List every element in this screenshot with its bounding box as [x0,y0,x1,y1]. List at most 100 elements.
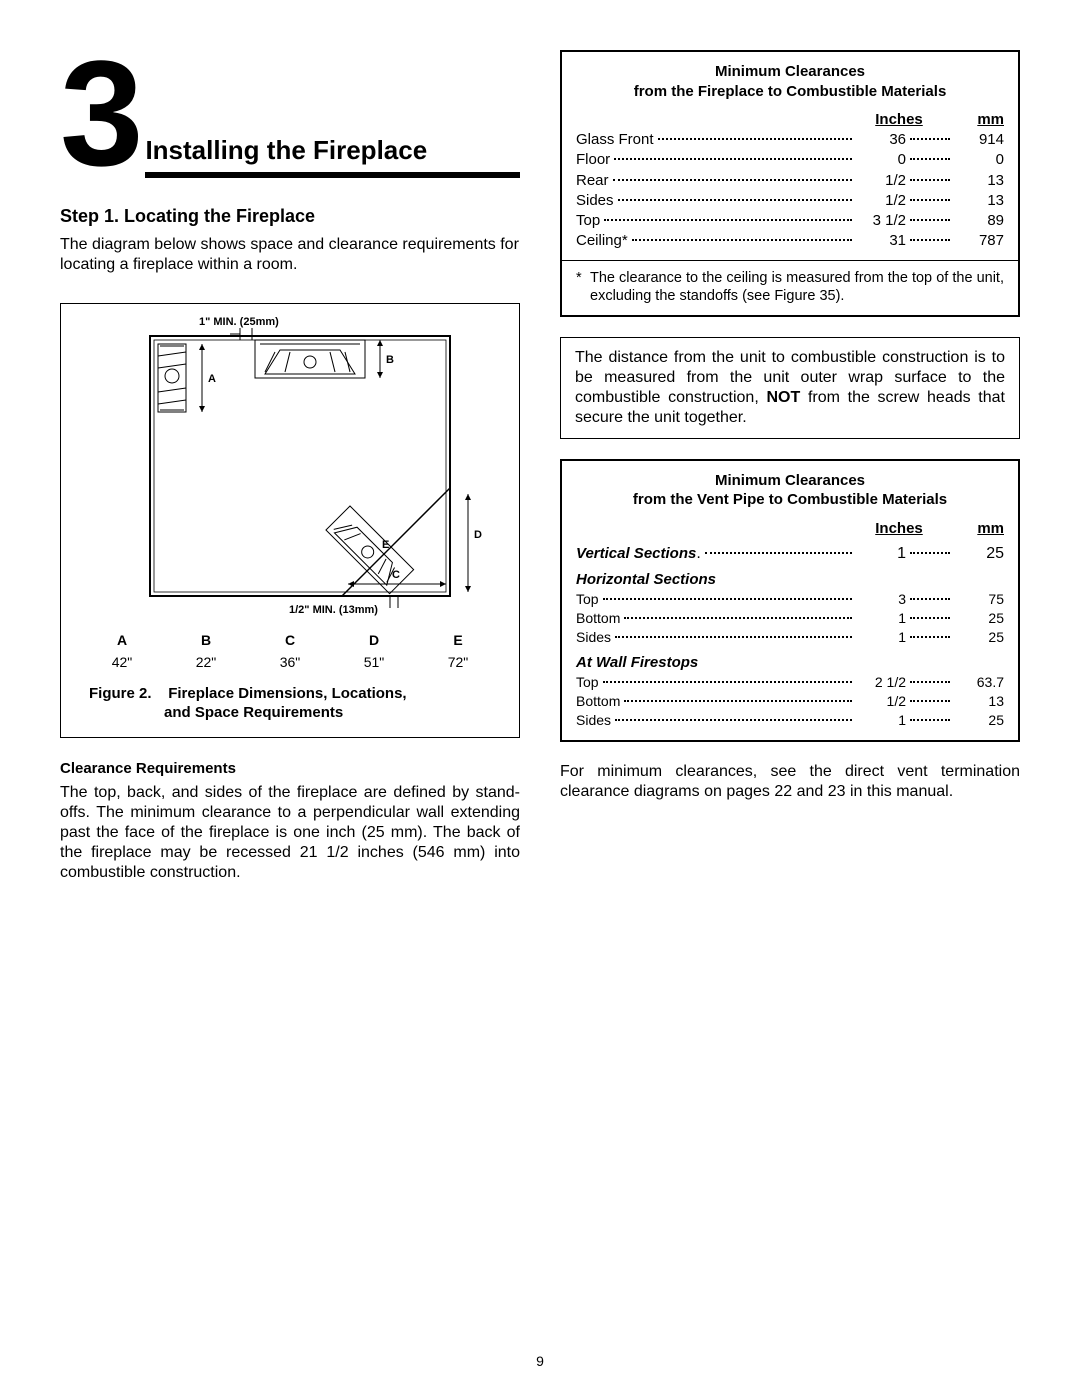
row-label: Sides [576,191,614,211]
diagram-label-top: 1" MIN. (25mm) [199,316,279,328]
row-inches: 3 1/2 [856,211,906,231]
dim-value: 72" [417,652,499,672]
section-header: 3 Installing the Fireplace [60,50,520,178]
row-inches: 0 [856,150,906,170]
table2-title-line2: from the Vent Pipe to Combustible Materi… [633,491,947,508]
clearance-row: Ceiling* 31 787 [576,231,1004,251]
diagram-letter-b: B [386,354,394,366]
row-inches: 36 [856,130,906,150]
right-column: Minimum Clearances from the Fireplace to… [560,50,1020,883]
clearance-row: Top 3 1/2 89 [576,211,1004,231]
table2-headers: Inches mm [576,520,1004,537]
clearance-row: Rear1/213 [576,171,1004,191]
figure-caption-prefix: Figure 2. [89,685,152,702]
table1-footnote: * The clearance to the ceiling is measur… [576,269,1004,305]
row-inches: 1 [856,628,906,647]
figure-caption-line1: Fireplace Dimensions, Locations, [168,685,406,702]
row-mm: 13 [954,692,1004,711]
dimension-table: A B C D E 42" 22" 36" 51" 72" [79,628,501,674]
dim-value: 22" [165,652,247,672]
step-title: Step 1. Locating the Fireplace [60,206,520,227]
row-mm: 25 [954,711,1004,730]
row-label: Sides [576,628,611,647]
row-inches: 1 [856,711,906,730]
row-label: Glass Front [576,130,654,150]
figure-caption-line2: and Space Requirements [89,703,501,723]
table1-divider [562,260,1018,261]
row-mm: 25 [954,609,1004,628]
clearance-table-fireplace: Minimum Clearances from the Fireplace to… [560,50,1020,317]
dim-header: D [333,630,415,650]
table1-title: Minimum Clearances from the Fireplace to… [576,62,1004,101]
horizontal-sections-label: Horizontal Sections [576,571,1004,588]
row-inches: 2 1/2 [856,673,906,692]
row-mm: 63.7 [954,673,1004,692]
table1-headers: Inches mm [576,111,1004,128]
note-box: The distance from the unit to combustibl… [560,337,1020,439]
row-label: Ceiling* [576,231,628,251]
table1-title-line2: from the Fireplace to Combustible Materi… [634,83,947,100]
diagram-svg: A [79,316,501,616]
row-label: Floor [576,150,610,170]
row-mm: 25 [954,628,1004,647]
row-label: Sides [576,711,611,730]
row-inches: 31 [856,231,906,251]
clearance-row: Floor00 [576,150,1004,170]
section-underline [145,172,520,178]
inches-header: Inches [854,111,944,128]
clearance-row: Top375 [576,590,1004,609]
diagram: 1" MIN. (25mm) [79,316,501,616]
row-label: Bottom [576,609,620,628]
vertical-mm: 25 [954,545,1004,563]
row-mm: 75 [954,590,1004,609]
note-box-text: The distance from the unit to combustibl… [575,348,1005,428]
row-mm: 89 [954,211,1004,231]
dim-header: B [165,630,247,650]
diagram-letter-e: E [382,539,389,551]
row-label: Top [576,673,599,692]
dim-header: E [417,630,499,650]
section-title: Installing the Fireplace [145,135,520,172]
section-number: 3 [60,50,137,178]
clearance-row: Top 2 1/2 63.7 [576,673,1004,692]
row-inches: 1/2 [856,692,906,711]
row-label: Bottom [576,692,620,711]
row-mm: 13 [954,171,1004,191]
step-intro-text: The diagram below shows space and cleara… [60,235,520,275]
dim-value: 36" [249,652,331,672]
diagram-letter-c: C [392,569,400,581]
diagram-label-bottom: 1/2" MIN. (13mm) [289,604,378,616]
dim-header: A [81,630,163,650]
row-label: Rear [576,171,609,191]
figure-box: 1" MIN. (25mm) [60,303,520,738]
diagram-letter-a: A [208,373,216,385]
clearance-row: Sides1/213 [576,191,1004,211]
row-label: Top [576,590,599,609]
table1-footnote-text: The clearance to the ceiling is measured… [590,269,1004,305]
clearance-row: Sides 1 25 [576,628,1004,647]
row-inches: 1/2 [856,191,906,211]
note-bold: NOT [766,389,800,406]
table2-title-line1: Minimum Clearances [715,472,865,489]
dim-header: C [249,630,331,650]
firestops-label: At Wall Firestops [576,654,1004,671]
clearance-requirements-heading: Clearance Requirements [60,760,520,777]
inches-header: Inches [854,520,944,537]
page-number: 9 [0,1353,1080,1369]
mm-header: mm [944,111,1004,128]
dim-value: 42" [81,652,163,672]
vertical-sections-row: Vertical Sections. 1 25 [576,545,1004,563]
clearance-requirements-text: The top, back, and sides of the fireplac… [60,783,520,883]
clearance-row: Bottom 1/2 13 [576,692,1004,711]
row-label: Top [576,211,600,231]
diagram-letter-d: D [474,529,482,541]
clearance-row: Bottom 1 25 [576,609,1004,628]
row-mm: 914 [954,130,1004,150]
clearance-row: Sides 1 25 [576,711,1004,730]
clearance-row: Glass Front 36 914 [576,130,1004,150]
row-inches: 1 [856,609,906,628]
clearance-table-ventpipe: Minimum Clearances from the Vent Pipe to… [560,459,1020,742]
closing-text: For minimum clearances, see the direct v… [560,762,1020,802]
dim-value: 51" [333,652,415,672]
row-mm: 787 [954,231,1004,251]
